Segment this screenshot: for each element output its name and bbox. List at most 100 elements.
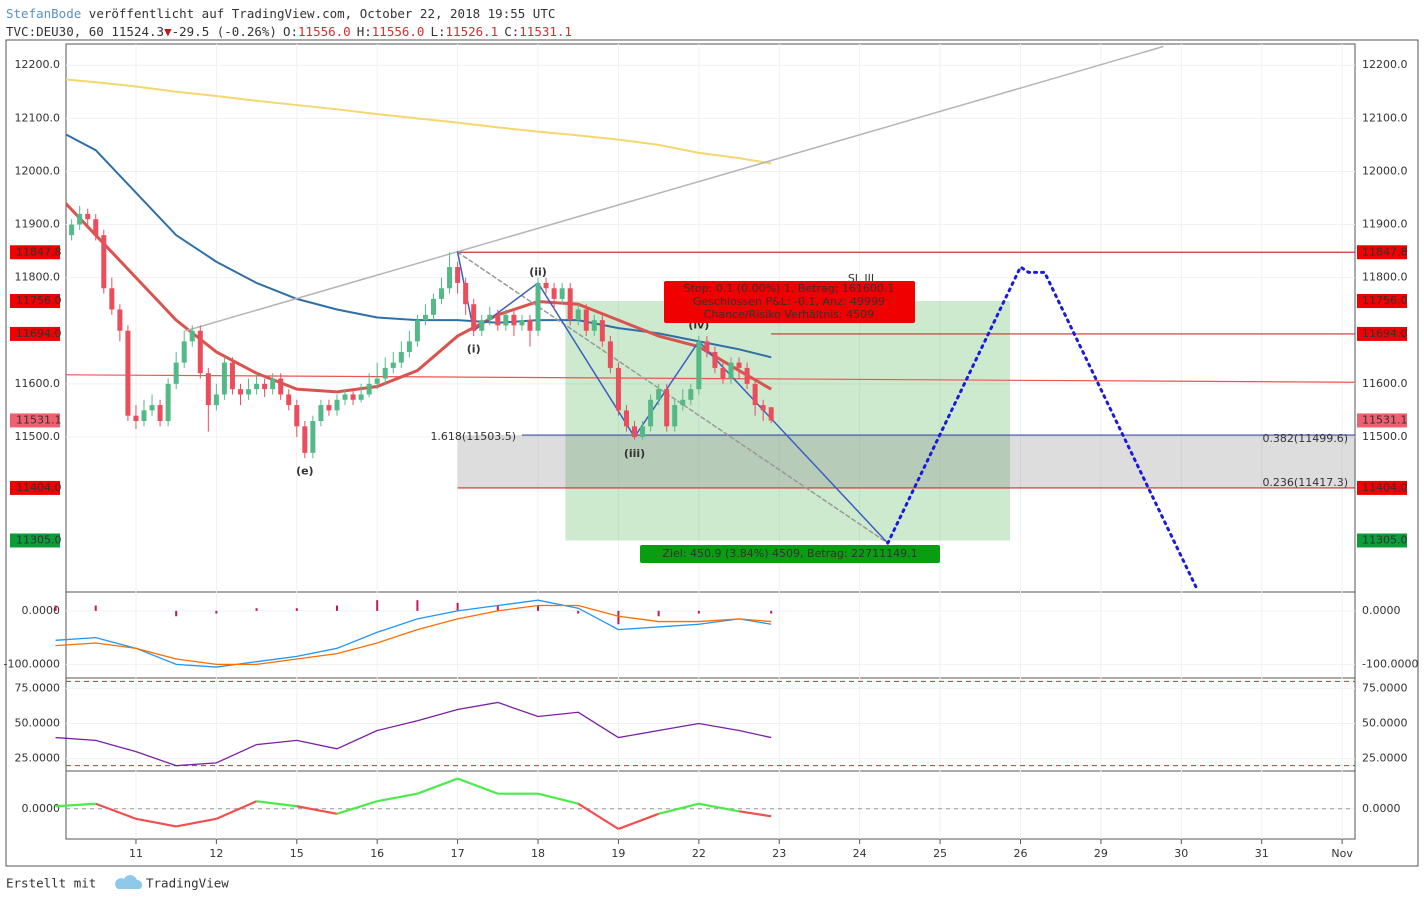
- candle-body: [487, 314, 493, 321]
- candle-body: [688, 389, 694, 400]
- target-box: [640, 545, 940, 563]
- candle-body: [495, 314, 501, 326]
- y-tick-label: 0.0000: [1362, 604, 1401, 617]
- x-tick-label: 16: [370, 847, 384, 860]
- oscillator-segment: [738, 810, 772, 818]
- candle-body: [479, 320, 485, 331]
- oscillator-segment: [698, 802, 740, 813]
- candle-body: [455, 267, 461, 283]
- macd-line: [55, 604, 772, 666]
- ohlc-value: 11556.0: [372, 24, 425, 39]
- candle-body: [173, 362, 179, 384]
- rsi-line: [55, 701, 772, 767]
- candle-body: [632, 426, 638, 437]
- candle-body: [640, 426, 646, 437]
- candle-body: [414, 320, 420, 342]
- histogram-bar: [697, 610, 700, 614]
- candle-body: [583, 309, 589, 331]
- y-tick-label: 0.0000: [22, 802, 61, 815]
- candle-body: [623, 410, 629, 427]
- candle-body: [181, 341, 187, 363]
- wave-label: (ii): [529, 265, 547, 278]
- oscillator-segment: [95, 802, 137, 820]
- candle-body: [93, 219, 99, 236]
- oscillator-segment: [658, 802, 700, 815]
- candle-body: [406, 341, 412, 352]
- wave-label: (i): [467, 342, 481, 355]
- histogram-bar: [537, 605, 540, 611]
- price-label: 11305.0: [1362, 533, 1408, 546]
- candle-body: [744, 367, 750, 384]
- candle-body: [712, 351, 718, 368]
- candle-body: [334, 399, 340, 411]
- oscillator-segment: [336, 800, 378, 815]
- price-label-bg: [1357, 413, 1407, 428]
- candle-body: [768, 407, 774, 421]
- y-tick-label: 12200.0: [15, 58, 61, 71]
- candle-body: [69, 224, 75, 236]
- candle-body: [318, 405, 324, 422]
- candle-body: [591, 320, 597, 331]
- ohlc-label: L:: [430, 24, 445, 39]
- candle-body: [213, 394, 219, 406]
- candle-body: [149, 405, 155, 411]
- y-tick-label: 11900.0: [1362, 218, 1408, 231]
- y-tick-label: 12000.0: [1362, 164, 1408, 177]
- y-tick-label: 12100.0: [1362, 111, 1408, 124]
- candle-body: [302, 426, 308, 453]
- header-line-1: StefanBode veröffentlicht auf TradingVie…: [6, 6, 555, 21]
- candle-body: [447, 267, 453, 289]
- candle-body: [648, 399, 654, 427]
- y-tick-label: 50.0000: [15, 717, 61, 730]
- candle-body: [567, 288, 573, 321]
- candle-body: [254, 383, 260, 390]
- candle-body: [262, 383, 268, 390]
- footer-brand[interactable]: TradingView: [146, 876, 229, 891]
- candle-body: [366, 383, 372, 395]
- fib-label: 0.236(11417.3): [1262, 476, 1348, 489]
- histogram-bar: [376, 600, 379, 611]
- symbol: TVC:DEU30, 60: [6, 24, 104, 39]
- histogram-bar: [617, 610, 620, 625]
- candle-body: [229, 362, 235, 390]
- x-tick-label: 18: [531, 847, 545, 860]
- zone: [457, 435, 1355, 488]
- price-label-bg: [1357, 533, 1407, 548]
- moving-average: [66, 78, 772, 165]
- histogram-bar: [54, 605, 57, 611]
- candle-body: [246, 389, 252, 395]
- oscillator-segment: [376, 792, 418, 803]
- fib-label: 1.618(11503.5): [430, 430, 516, 443]
- candle-body: [294, 405, 300, 427]
- candle-body: [664, 389, 670, 427]
- y-tick-label: 50.0000: [1362, 717, 1408, 730]
- candle-body: [358, 394, 364, 400]
- y-tick-label: 11900.0: [15, 218, 61, 231]
- footer-text: Erstellt mit: [6, 876, 96, 891]
- candle-body: [278, 378, 284, 395]
- y-tick-label: 12100.0: [15, 111, 61, 124]
- price-label-bg: [10, 533, 60, 548]
- oscillator-segment: [577, 802, 620, 830]
- candle-body: [430, 298, 436, 315]
- oscillator-segment: [296, 805, 338, 815]
- published: veröffentlicht auf TradingView.com, Octo…: [89, 6, 556, 21]
- histogram-bar: [295, 608, 298, 611]
- ohlc-value: 11526.1: [446, 24, 499, 39]
- candle-body: [270, 378, 276, 390]
- main-clip-group: (e)(i)(ii)(iii)(iv)(v): [66, 45, 1355, 592]
- x-tick-label: Nov: [1331, 847, 1353, 860]
- candle-body: [463, 282, 469, 305]
- x-tick-label: 22: [692, 847, 706, 860]
- candle-body: [736, 362, 742, 368]
- x-tick-label: 29: [1094, 847, 1108, 860]
- down-arrow: ▼: [164, 24, 172, 39]
- ohlc-value: 11556.0: [298, 24, 351, 39]
- candle-body: [133, 415, 139, 422]
- drawing-line: [185, 45, 1164, 332]
- x-tick-label: 19: [611, 847, 625, 860]
- candle-body: [672, 405, 678, 427]
- candle-body: [607, 341, 613, 368]
- candle-body: [382, 367, 388, 379]
- candle-body: [535, 282, 541, 331]
